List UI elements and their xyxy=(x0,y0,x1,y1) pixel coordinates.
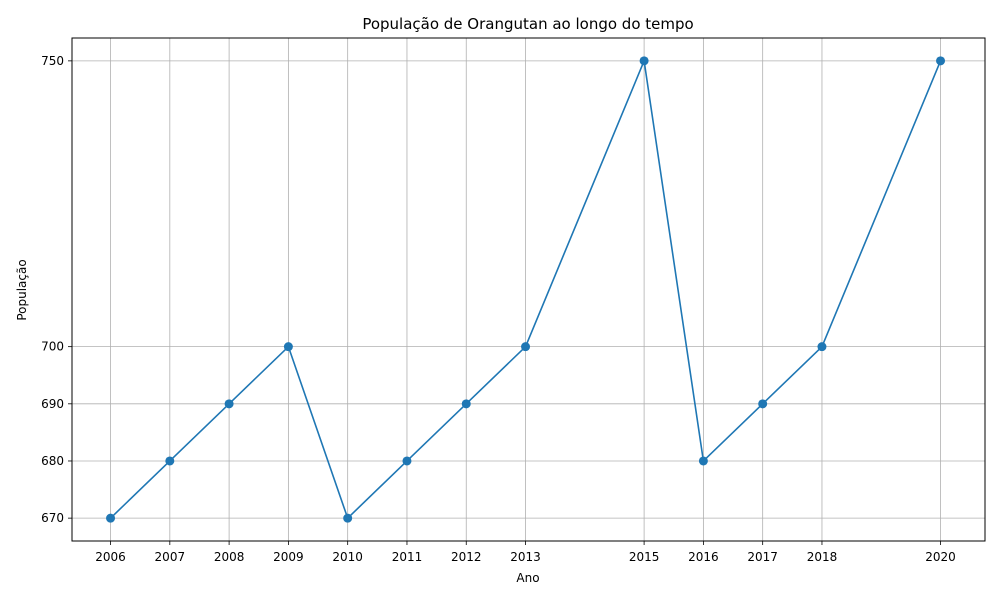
y-tick-label: 750 xyxy=(41,54,64,68)
x-axis-label: Ano xyxy=(516,571,539,585)
y-axis-ticks: 670 680 690 700 750 xyxy=(41,54,72,525)
x-tick-label: 2016 xyxy=(688,550,719,564)
data-point xyxy=(639,56,649,66)
data-point xyxy=(165,456,175,466)
data-point xyxy=(224,399,234,409)
data-point xyxy=(283,342,293,352)
y-tick-label: 680 xyxy=(41,454,64,468)
data-points xyxy=(106,56,946,523)
x-tick-label: 2008 xyxy=(214,550,245,564)
data-point xyxy=(817,342,827,352)
chart-title: População de Orangutan ao longo do tempo xyxy=(362,15,693,33)
x-tick-label: 2017 xyxy=(747,550,778,564)
y-tick-label: 690 xyxy=(41,397,64,411)
data-point xyxy=(758,399,768,409)
x-tick-label: 2020 xyxy=(925,550,956,564)
grid xyxy=(72,38,985,541)
plot-frame xyxy=(71,37,986,542)
x-tick-label: 2010 xyxy=(332,550,363,564)
data-point xyxy=(402,456,412,466)
x-tick-label: 2006 xyxy=(95,550,126,564)
data-point xyxy=(936,56,946,66)
data-point xyxy=(461,399,471,409)
data-point xyxy=(698,456,708,466)
y-tick-label: 670 xyxy=(41,511,64,525)
x-tick-label: 2011 xyxy=(392,550,423,564)
x-tick-label: 2009 xyxy=(273,550,304,564)
x-axis-ticks: 2006 2007 2008 2009 2010 2011 2012 2013 2015 2016… xyxy=(95,541,956,564)
x-tick-label: 2013 xyxy=(510,550,541,564)
y-axis-label: População xyxy=(15,259,29,320)
x-tick-label: 2018 xyxy=(807,550,838,564)
data-point xyxy=(343,513,353,523)
data-point xyxy=(521,342,531,352)
data-point xyxy=(106,513,116,523)
y-tick-label: 700 xyxy=(41,340,64,354)
x-tick-label: 2012 xyxy=(451,550,482,564)
x-tick-label: 2007 xyxy=(155,550,186,564)
x-tick-label: 2015 xyxy=(629,550,660,564)
